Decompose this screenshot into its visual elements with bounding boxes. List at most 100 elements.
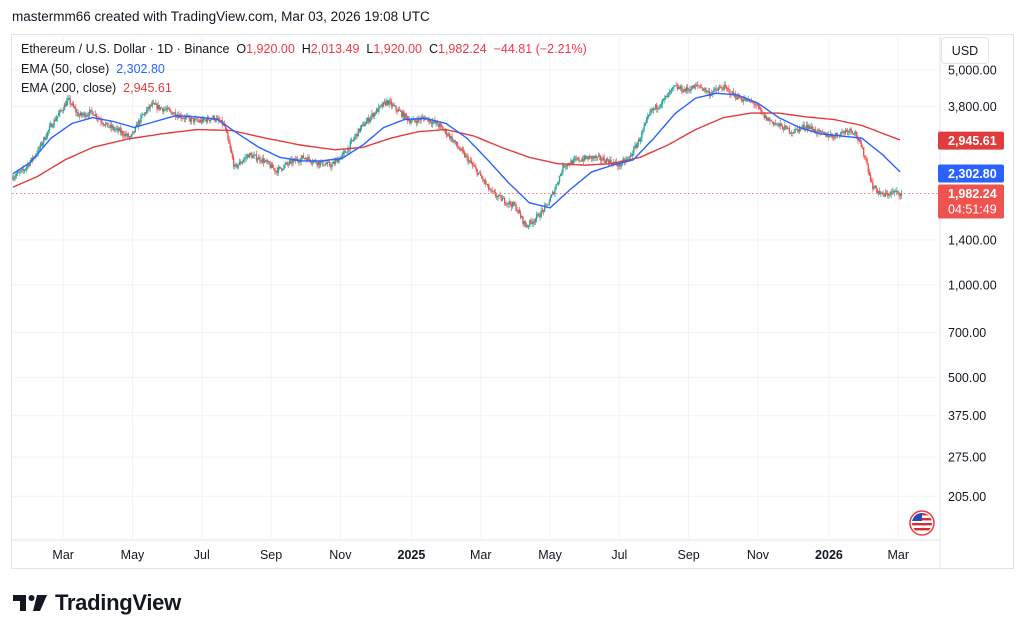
symbol-name[interactable]: Ethereum / U.S. Dollar · 1D · Binance: [21, 42, 230, 56]
candle-body: [846, 130, 849, 133]
candle-body: [160, 107, 163, 109]
currency-button[interactable]: USD: [941, 37, 989, 64]
candle-body: [820, 131, 823, 133]
candle-body: [685, 87, 688, 92]
candle-body: [349, 141, 351, 150]
candle-body: [896, 190, 898, 192]
y-tick-label: 275.00: [948, 451, 986, 465]
candle-body: [178, 115, 180, 119]
candle-body: [195, 118, 197, 120]
ema200-legend-row[interactable]: EMA (200, close) 2,945.61: [21, 79, 587, 99]
candle-body: [777, 123, 779, 125]
candle-body: [766, 117, 769, 121]
candle-body: [486, 184, 489, 185]
candle-body: [165, 109, 167, 111]
candle-body: [586, 157, 588, 159]
candle-body: [237, 165, 239, 168]
candle-body: [806, 125, 809, 129]
candle-body: [877, 191, 880, 194]
candle-body: [712, 91, 714, 95]
candle-body: [120, 131, 123, 133]
candle-body: [498, 194, 500, 197]
ema50-label: EMA (50, close): [21, 61, 110, 76]
candle-body: [515, 204, 517, 211]
candle-body: [876, 189, 879, 194]
candle-body: [899, 195, 901, 197]
candle-body: [888, 194, 890, 196]
candle-body: [578, 157, 580, 161]
close-value: 1,982.24: [438, 42, 487, 56]
candle-body: [336, 159, 339, 163]
candle-body: [17, 172, 20, 173]
candle-body: [513, 202, 515, 206]
candle-body: [768, 117, 770, 121]
candle-body: [723, 84, 725, 90]
candle-body: [202, 118, 204, 123]
candle-body: [118, 128, 120, 132]
candle-body: [55, 118, 58, 121]
candle-body: [824, 132, 826, 134]
candle-body: [399, 110, 402, 112]
candle-body: [471, 163, 474, 166]
candle-body: [755, 104, 757, 106]
candle-body: [149, 104, 151, 109]
candle-body: [794, 129, 796, 133]
candle-body: [292, 160, 294, 164]
candle-body: [371, 113, 373, 117]
ema200-label: EMA (200, close): [21, 81, 117, 95]
candle-body: [143, 112, 146, 115]
candle-body: [667, 92, 669, 98]
candle-body: [523, 221, 525, 224]
symbol-legend-row[interactable]: Ethereum / U.S. Dollar · 1D · Binance O 1…: [21, 40, 587, 60]
candle-body: [793, 132, 795, 134]
candle-body: [620, 164, 622, 167]
candle-body: [131, 133, 133, 137]
candle-body: [365, 121, 367, 125]
x-tick-label: Mar: [52, 548, 74, 562]
candle-body: [383, 101, 386, 103]
candle-body: [172, 113, 174, 115]
candle-body: [634, 145, 636, 148]
candle-body: [389, 100, 391, 102]
candle-body: [421, 117, 424, 119]
candle-body: [656, 104, 658, 110]
candle-body: [138, 120, 140, 128]
candle-body: [499, 194, 501, 196]
candle-body: [435, 121, 437, 123]
candle-body: [267, 161, 269, 163]
low-value: 1,920.00: [373, 42, 423, 56]
candle-body: [683, 89, 685, 92]
candle-body: [784, 125, 786, 131]
candle-body: [645, 119, 648, 123]
candle-body: [461, 148, 464, 151]
candle-body: [47, 130, 50, 133]
open-label: O: [236, 42, 247, 56]
candle-body: [708, 91, 711, 96]
candle-body: [92, 111, 94, 116]
candle-body: [654, 104, 657, 109]
economic-events-button[interactable]: [909, 510, 935, 536]
candle-body: [123, 134, 125, 137]
candle-body: [475, 167, 477, 170]
candle-body: [844, 130, 847, 134]
ema50-legend-row[interactable]: EMA (50, close) 2,302.80: [21, 60, 587, 80]
candle-body: [665, 95, 667, 98]
candle-body: [82, 114, 84, 116]
candle-body: [419, 119, 421, 121]
chart-credit: mastermm66 created with TradingView.com,…: [12, 9, 430, 24]
candle-body: [507, 203, 509, 205]
candle-body: [387, 100, 389, 105]
candle-body: [406, 116, 409, 121]
candle-body: [699, 85, 701, 87]
candle-body: [787, 127, 789, 129]
candle-body: [37, 148, 39, 155]
candle-body: [845, 130, 848, 132]
candle-body: [443, 130, 445, 131]
candle-body: [239, 161, 242, 164]
tradingview-logo[interactable]: TradingView: [13, 590, 181, 616]
candle-body: [139, 120, 141, 123]
chart-frame[interactable]: [11, 34, 1014, 569]
candle-body: [206, 117, 209, 123]
candle-body: [856, 132, 858, 138]
